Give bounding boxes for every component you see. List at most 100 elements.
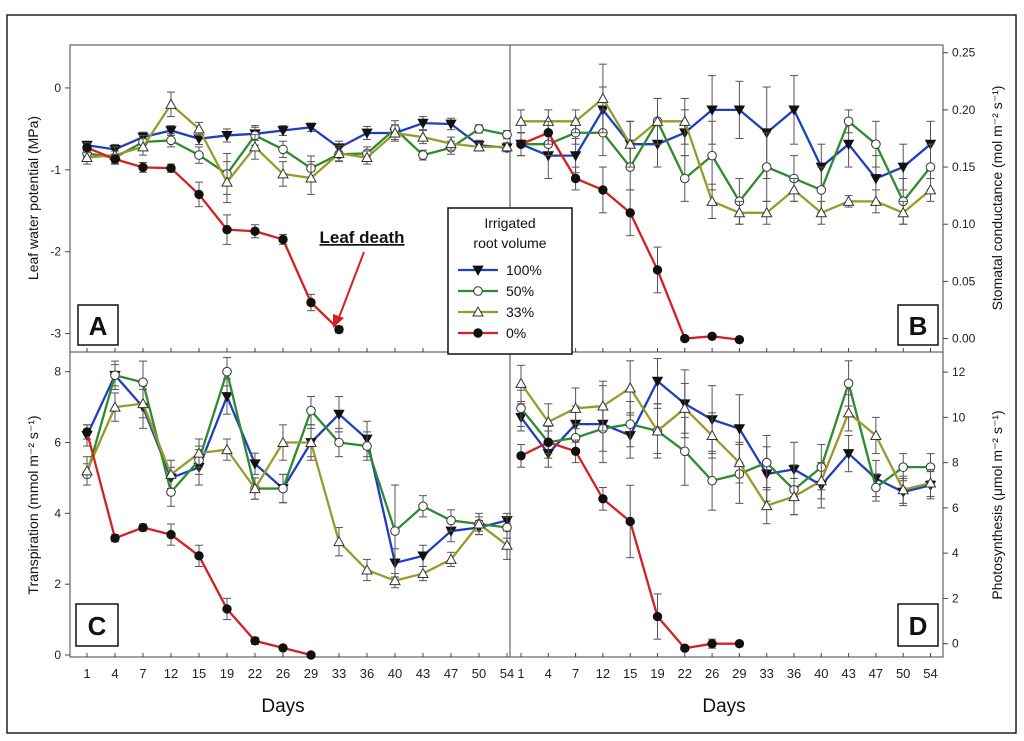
data-point (871, 139, 881, 149)
data-point (842, 195, 855, 206)
panel-d-xtick-label: 50 (896, 666, 910, 681)
data-point (542, 415, 555, 427)
data-point (597, 92, 609, 103)
legend-item-0pct: 0% (458, 325, 526, 341)
series-line (86, 127, 508, 176)
data-point (924, 476, 937, 488)
legend-swatch-marker (473, 328, 483, 338)
data-point (788, 490, 800, 502)
data-point (651, 115, 664, 126)
data-point (706, 105, 718, 116)
panel-d-letter: D (897, 603, 939, 647)
data-point (138, 162, 148, 173)
data-point (569, 402, 582, 413)
data-point (222, 366, 232, 377)
panel-b-y-axis: 0.25 0.20 0.15 0.10 0.05 0.00 (943, 46, 976, 346)
panel-a-ytick-label: -1 (50, 163, 61, 177)
data-point (417, 118, 429, 129)
data-point (515, 377, 527, 388)
data-point (502, 129, 512, 140)
data-point (166, 163, 176, 173)
panel-a-letter-text: A (89, 311, 108, 341)
data-point (707, 475, 717, 486)
data-point (733, 424, 746, 435)
panel-a-ytick-label: -3 (50, 327, 61, 341)
data-point (870, 195, 882, 206)
data-point (194, 150, 204, 160)
legend-item-100pct: 100% (458, 262, 542, 278)
panel-c-y-axis: 0 2 4 6 8 (54, 365, 70, 662)
data-point (760, 206, 773, 218)
panel-d-xtick-label: 7 (572, 666, 579, 681)
panel-d-y-axis: 12 10 8 6 4 2 0 (943, 365, 966, 651)
data-point (897, 206, 910, 218)
legend-swatch-marker (472, 265, 484, 276)
panel-d-frame (509, 351, 944, 658)
panel-c-xtick-label: 12 (164, 666, 178, 681)
panel-c-xtick-label: 54 (500, 666, 514, 681)
panel-b-letter-text: B (909, 311, 928, 341)
data-point (680, 173, 690, 184)
data-point (306, 405, 316, 416)
panel-a-ytick-label: -2 (50, 245, 61, 259)
data-point (625, 419, 636, 429)
panel-b-ytick-label: 0.25 (952, 46, 976, 60)
data-point (870, 174, 882, 185)
data-point (651, 424, 664, 436)
data-point (734, 335, 745, 345)
x-label-left: Days (261, 696, 304, 717)
panel-d-series-33pct (515, 360, 937, 525)
panel-d-xtick-label: 33 (759, 666, 773, 681)
data-point (278, 234, 288, 245)
panel-b-plot: 0.25 0.20 0.15 0.10 0.05 0.00 (515, 46, 976, 352)
panel-d-ytick-label: 6 (952, 501, 959, 515)
series-line (86, 103, 507, 184)
data-point (222, 224, 232, 235)
data-point (389, 126, 401, 138)
data-point (221, 131, 233, 142)
data-point (417, 551, 429, 562)
panel-c-ytick-label: 0 (54, 648, 61, 662)
data-point (502, 522, 512, 533)
data-point (250, 226, 260, 236)
series-line (85, 402, 508, 582)
panel-d-ytick-label: 0 (952, 637, 959, 651)
panel-a-ylabel: Leaf water potential (MPa) (25, 116, 41, 280)
data-point (597, 400, 609, 411)
panel-d-ytick-label: 2 (952, 591, 959, 605)
data-point (706, 195, 718, 206)
panel-c-xtick-label: 22 (248, 666, 262, 681)
data-point (898, 462, 909, 472)
data-point (165, 98, 177, 109)
data-point (166, 529, 176, 540)
data-point (81, 151, 93, 163)
data-point (361, 151, 373, 163)
leaf-death-arrowhead (333, 314, 344, 328)
panel-c-xtick-label: 26 (276, 666, 290, 681)
series-line (521, 120, 932, 203)
data-point (138, 522, 148, 533)
panel-c-ytick-label: 8 (54, 365, 61, 379)
data-point (516, 451, 526, 461)
data-point (761, 457, 772, 468)
data-point (570, 446, 581, 457)
data-point (221, 443, 233, 455)
data-point (652, 611, 663, 622)
data-point (389, 574, 401, 586)
data-point (624, 138, 637, 149)
series-line (86, 122, 508, 151)
data-point (110, 533, 120, 543)
data-point (418, 501, 428, 512)
data-point (516, 139, 526, 149)
data-point (543, 437, 554, 447)
panel-b-ytick-label: 0.15 (952, 160, 976, 174)
data-point (733, 206, 746, 218)
leaf-death-annotation: Leaf death (319, 228, 405, 328)
panel-a-plot: 0 -1 -2 -3 (50, 81, 513, 352)
data-point (166, 487, 176, 497)
data-point (193, 447, 205, 458)
data-point (570, 173, 581, 184)
data-point (417, 131, 429, 142)
panel-d-ylabel: Photosynthesis (μmol m⁻² s⁻¹) (989, 410, 1005, 599)
data-point (569, 151, 582, 162)
